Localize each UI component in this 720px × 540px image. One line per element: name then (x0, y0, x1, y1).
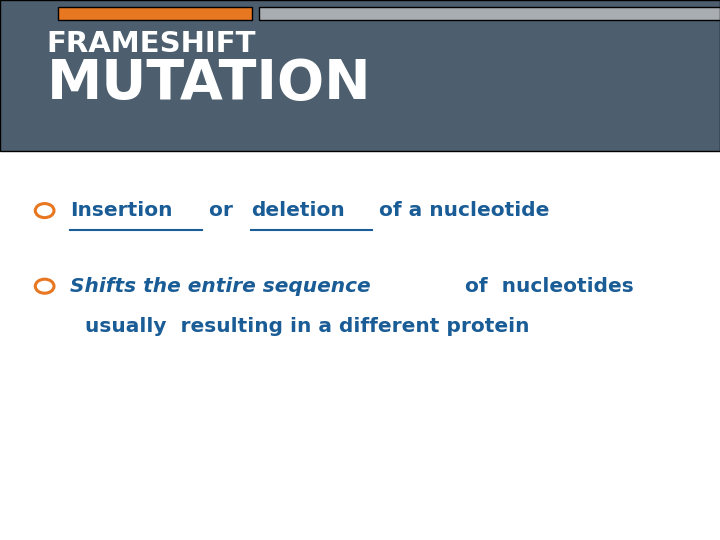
FancyBboxPatch shape (58, 7, 252, 20)
Text: or: or (202, 201, 240, 220)
Text: FRAMESHIFT: FRAMESHIFT (47, 30, 256, 58)
Text: of  nucleotides: of nucleotides (458, 276, 634, 296)
Text: Shifts the entire sequence: Shifts the entire sequence (70, 276, 371, 296)
Text: MUTATION: MUTATION (47, 57, 372, 111)
FancyBboxPatch shape (259, 7, 720, 20)
Text: Insertion: Insertion (70, 201, 172, 220)
Text: deletion: deletion (251, 201, 345, 220)
Text: usually  resulting in a different protein: usually resulting in a different protein (85, 317, 529, 336)
Text: of a nucleotide: of a nucleotide (372, 201, 549, 220)
FancyBboxPatch shape (0, 0, 720, 151)
